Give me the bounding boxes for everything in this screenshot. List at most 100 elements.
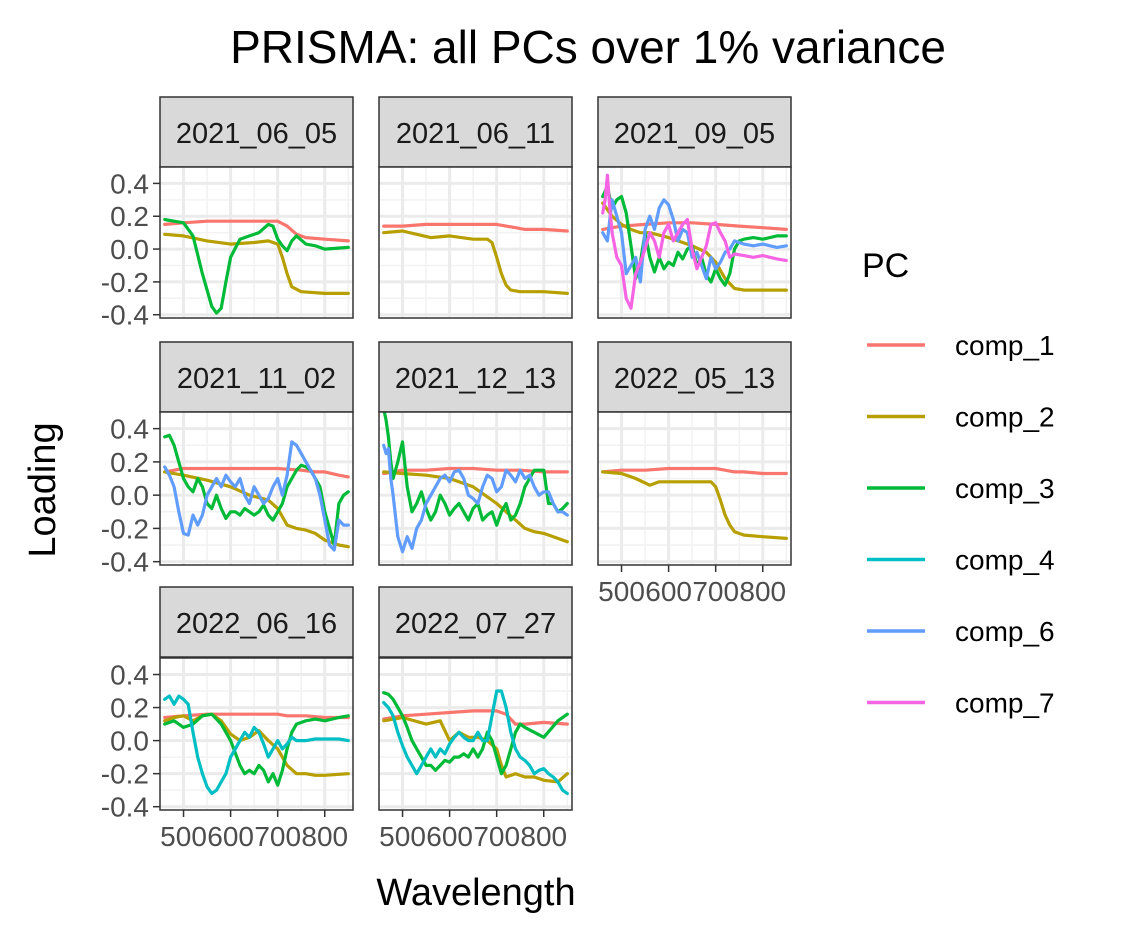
facet-panel-2022_05_13: 2022_05_13 500 600 700 800 xyxy=(597,341,792,607)
series-group xyxy=(163,217,350,315)
x-tick-label: 800 xyxy=(301,821,348,852)
series-line-comp_6 xyxy=(163,440,350,552)
facet-strip xyxy=(378,586,573,658)
x-tick-label: 700 xyxy=(473,821,520,852)
series-line-comp_2 xyxy=(163,470,350,549)
x-tick-label: 600 xyxy=(426,821,473,852)
series-line-comp_4 xyxy=(382,689,569,796)
y-tick-label: 0.0 xyxy=(110,480,149,511)
legend-entry-comp_3: comp_3 xyxy=(867,473,1055,504)
x-tick-label: 700 xyxy=(254,821,301,852)
facet-strip-label: 2022_05_13 xyxy=(614,363,775,395)
series-group xyxy=(601,466,788,541)
series-group xyxy=(382,689,569,796)
series-line-comp_1 xyxy=(382,222,569,233)
panel-border xyxy=(378,166,573,319)
legend-entry-comp_2: comp_2 xyxy=(867,402,1055,433)
y-tick-label: -0.4 xyxy=(101,792,149,823)
x-tick-label: 800 xyxy=(520,821,567,852)
y-tick-label: 0.2 xyxy=(110,693,149,724)
legend-entry-comp_4: comp_4 xyxy=(867,545,1055,576)
facet-panel-2022_06_16: 2022_06_16 -0.4-0.20.00.20.4 500 600 700 800 xyxy=(101,586,354,852)
facet-strip xyxy=(159,96,354,168)
facet-strip-label: 2021_12_13 xyxy=(395,363,556,395)
legend-label-comp_3: comp_3 xyxy=(955,473,1055,504)
x-tick-label: 500 xyxy=(598,576,645,607)
panel-border xyxy=(597,166,792,319)
series-line-comp_1 xyxy=(382,709,569,726)
y-tick-label: 0.0 xyxy=(110,726,149,757)
series-line-comp_7 xyxy=(601,173,788,310)
y-axis-title: Loading xyxy=(22,422,64,557)
series-line-comp_2 xyxy=(382,229,569,295)
facet-panel-2022_07_27: 2022_07_27 500 600 700 800 xyxy=(378,586,573,852)
series-group xyxy=(382,222,569,295)
facet-strip-label: 2021_11_02 xyxy=(177,363,336,395)
series-line-comp_3 xyxy=(163,712,350,787)
y-tick-label: 0.2 xyxy=(110,447,149,478)
panel-border xyxy=(378,657,573,811)
series-line-comp_1 xyxy=(163,712,350,720)
series-line-comp_1 xyxy=(163,219,350,243)
y-tick-label: -0.4 xyxy=(101,300,149,331)
legend: PC comp_1 comp_2 comp_3 comp_4 comp_6 comp_7 xyxy=(862,247,1055,719)
series-line-comp_3 xyxy=(382,691,569,776)
legend-label-comp_7: comp_7 xyxy=(955,688,1055,719)
facet-strip xyxy=(378,341,573,413)
facet-strip xyxy=(159,586,354,658)
series-line-comp_6 xyxy=(382,443,569,554)
series-group xyxy=(163,694,350,796)
panel-border xyxy=(597,411,792,566)
y-tick-label: -0.4 xyxy=(101,547,149,578)
facet-panel-2021_06_11: 2021_06_11 xyxy=(378,96,573,319)
legend-label-comp_1: comp_1 xyxy=(955,330,1055,361)
y-tick-label: 0.4 xyxy=(110,660,149,691)
x-tick-label: 500 xyxy=(379,821,426,852)
facet-panel-2021_09_05: 2021_09_05 xyxy=(597,96,792,319)
legend-title: PC xyxy=(862,247,909,285)
facet-panel-2021_12_13: 2021_12_13 xyxy=(378,341,573,566)
series-group xyxy=(601,173,788,310)
series-group xyxy=(382,412,569,554)
facet-strip-label: 2022_06_16 xyxy=(176,608,337,640)
legend-label-comp_6: comp_6 xyxy=(955,616,1055,647)
series-line-comp_3 xyxy=(163,217,350,315)
panel-border xyxy=(159,166,354,319)
y-tick-label: -0.2 xyxy=(101,513,149,544)
legend-label-comp_4: comp_4 xyxy=(955,545,1055,576)
facet-strip xyxy=(159,341,354,413)
x-tick-label: 700 xyxy=(692,576,739,607)
series-line-comp_3 xyxy=(601,185,788,287)
facet-strip-label: 2021_06_05 xyxy=(176,118,337,150)
x-tick-label: 500 xyxy=(160,821,207,852)
x-tick-label: 600 xyxy=(207,821,254,852)
y-tick-label: 0.2 xyxy=(110,201,149,232)
legend-label-comp_2: comp_2 xyxy=(955,402,1055,433)
x-tick-label: 600 xyxy=(645,576,692,607)
x-tick-label: 800 xyxy=(739,576,786,607)
panel-border xyxy=(159,411,354,566)
series-line-comp_2 xyxy=(601,470,788,541)
facet-strip-label: 2021_09_05 xyxy=(614,118,775,150)
legend-entry-comp_6: comp_6 xyxy=(867,616,1055,647)
y-tick-label: -0.2 xyxy=(101,267,149,298)
facet-strip xyxy=(597,341,792,413)
panel-border xyxy=(378,411,573,566)
facet-strip-label: 2022_07_27 xyxy=(395,608,556,640)
chart-title: PRISMA: all PCs over 1% variance xyxy=(230,21,946,73)
facet-strip xyxy=(597,96,792,168)
y-tick-label: -0.2 xyxy=(101,759,149,790)
facet-strip-label: 2021_06_11 xyxy=(396,118,555,150)
y-tick-label: 0.4 xyxy=(110,168,149,199)
series-line-comp_4 xyxy=(163,694,350,796)
panel-background xyxy=(598,412,791,565)
series-line-comp_2 xyxy=(382,470,569,544)
series-group xyxy=(163,433,350,552)
x-axis-title: Wavelength xyxy=(376,872,575,914)
legend-entry-comp_1: comp_1 xyxy=(867,330,1055,361)
series-line-comp_1 xyxy=(163,466,350,479)
series-line-comp_6 xyxy=(601,198,788,284)
